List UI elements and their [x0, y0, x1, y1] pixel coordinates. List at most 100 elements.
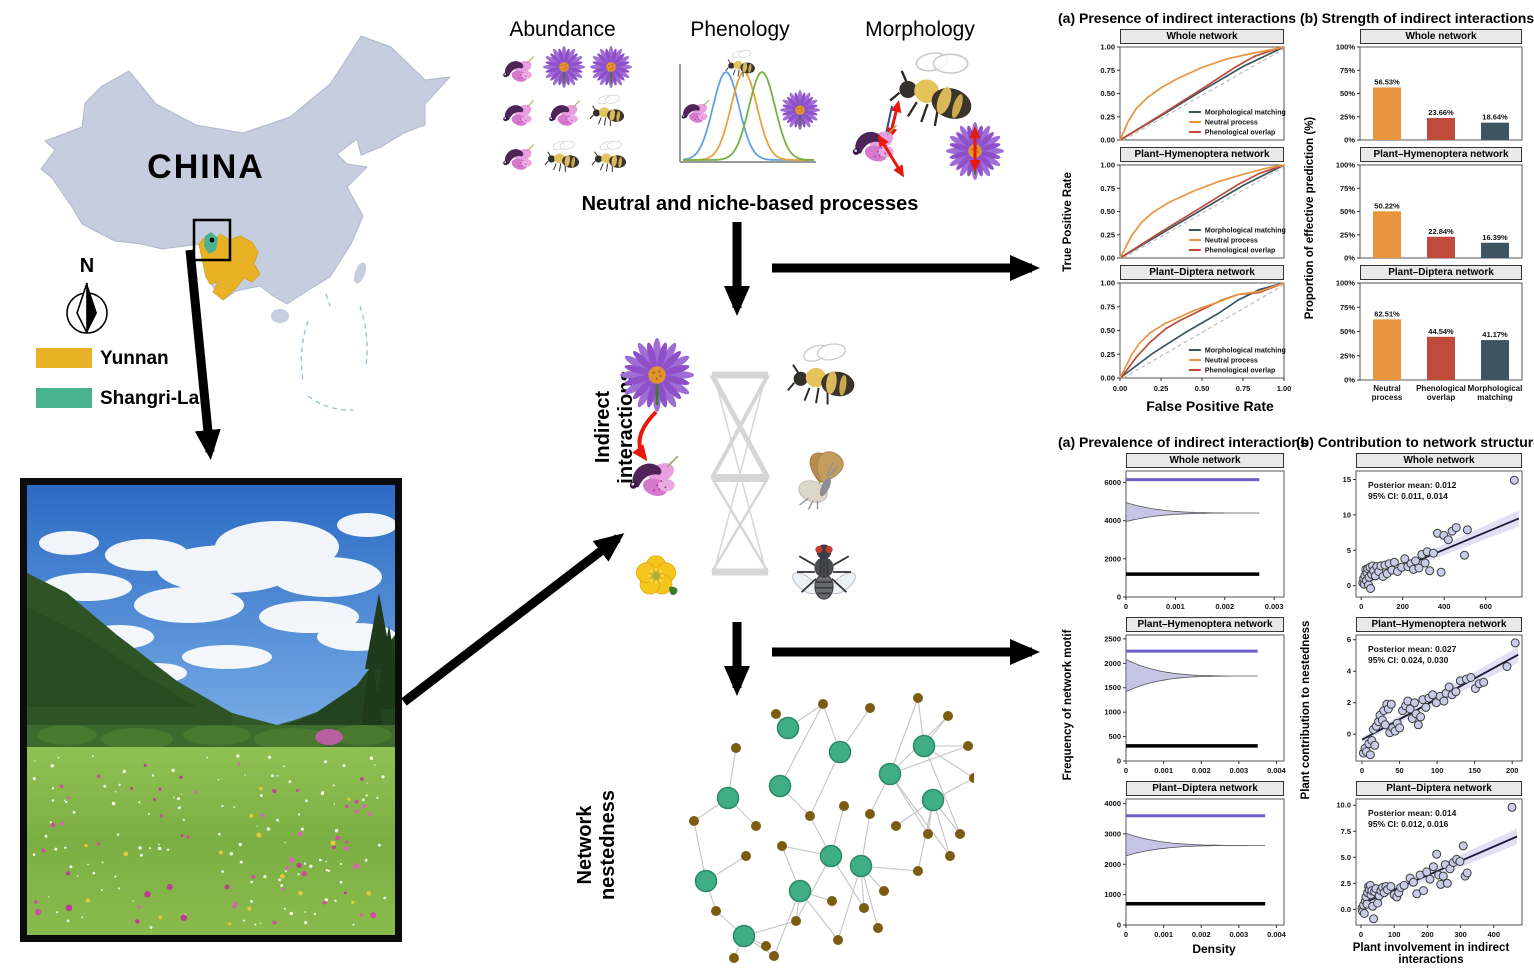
presence-panel-1: 0.00 0.25 0.50 0.75 1.00 Morphological matchi…: [1100, 44, 1285, 144]
svg-text:41.17%: 41.17%: [1482, 330, 1508, 339]
svg-text:0.00: 0.00: [1100, 254, 1115, 263]
svg-text:0: 0: [1117, 593, 1121, 602]
svg-text:0.003: 0.003: [1229, 766, 1248, 775]
chart-group-strength: (b) Strength of indirect interactions Pr…: [1300, 10, 1534, 406]
svg-text:10.0: 10.0: [1336, 801, 1351, 810]
svg-text:5: 5: [1347, 546, 1351, 555]
svg-text:0.002: 0.002: [1192, 930, 1211, 939]
svg-text:100: 100: [1431, 766, 1444, 775]
svg-text:0.50: 0.50: [1100, 326, 1115, 335]
abundance-label: Abundance: [509, 18, 616, 41]
svg-text:0.00: 0.00: [1100, 374, 1115, 383]
svg-text:0.75: 0.75: [1100, 184, 1115, 193]
svg-text:0: 0: [1347, 730, 1351, 739]
svg-text:Phenological: Phenological: [1416, 384, 1466, 393]
svg-text:0.002: 0.002: [1192, 766, 1211, 775]
hainan-island: [271, 309, 289, 323]
bee-icon: [588, 90, 630, 132]
nestedness-graph: [689, 693, 974, 963]
shangrila-marker: [209, 237, 215, 243]
svg-text:0.25: 0.25: [1100, 112, 1115, 121]
svg-text:100%: 100%: [1336, 162, 1356, 170]
subpanel-header: Whole network: [1356, 453, 1522, 468]
subpanel-header: Plant–Diptera network: [1360, 265, 1522, 280]
svg-text:1.00: 1.00: [1277, 384, 1292, 393]
svg-text:200: 200: [1506, 766, 1519, 775]
svg-text:200: 200: [1421, 930, 1434, 939]
processes-caption: Neutral and niche-based processes: [581, 193, 919, 215]
svg-text:Phenological overlap: Phenological overlap: [1205, 368, 1275, 375]
svg-text:22.84%: 22.84%: [1428, 227, 1454, 236]
buttercup-icon: [626, 544, 686, 604]
svg-text:process: process: [1372, 393, 1403, 402]
svg-text:N: N: [80, 255, 94, 277]
svg-text:100%: 100%: [1336, 44, 1356, 52]
svg-text:15: 15: [1343, 475, 1351, 484]
svg-text:75%: 75%: [1340, 184, 1355, 193]
svg-text:Morphological: Morphological: [1468, 384, 1523, 393]
x-axis-label: False Positive Rate: [1146, 398, 1274, 414]
subpanel-header: Plant–Diptera network: [1120, 265, 1284, 280]
svg-text:44.54%: 44.54%: [1428, 327, 1454, 336]
svg-text:56.53%: 56.53%: [1374, 77, 1400, 86]
svg-text:0.75: 0.75: [1100, 302, 1115, 311]
svg-text:Phenological overlap: Phenological overlap: [1205, 130, 1275, 137]
subpanel-header: Whole network: [1126, 453, 1284, 468]
chart-group-prevalence: (a) Prevalence of indirect interactions …: [1058, 434, 1308, 956]
chart-group-presence: (a) Presence of indirect interactions Tr…: [1058, 10, 1308, 414]
phenology-label: Phenology: [690, 18, 790, 41]
svg-text:62.51%: 62.51%: [1374, 309, 1400, 318]
yunnan-swatch: [36, 348, 92, 368]
svg-text:4000: 4000: [1104, 799, 1121, 808]
aster-icon: [543, 46, 585, 88]
presence-panel-2: 0.00 0.25 0.50 0.75 1.00 Morphological matchi…: [1100, 162, 1285, 263]
photo-clouds: [39, 513, 397, 683]
svg-text:Phenological overlap: Phenological overlap: [1205, 248, 1275, 255]
svg-text:5.0: 5.0: [1341, 853, 1351, 862]
svg-text:0: 0: [1124, 602, 1128, 611]
shangrila-region: [204, 232, 218, 254]
y-axis-label: Proportion of effective prediction (%): [1304, 116, 1316, 319]
svg-text:75%: 75%: [1340, 66, 1355, 75]
svg-text:0: 0: [1117, 757, 1121, 766]
prevalence-panel-1: 0 2000 4000 6000 0 0.001 0.002 0.003: [1104, 470, 1285, 611]
subpanel-header: Plant–Diptera network: [1356, 781, 1522, 796]
svg-text:0.001: 0.001: [1154, 930, 1173, 939]
taiwan-island: [353, 262, 367, 284]
svg-text:0.25: 0.25: [1154, 384, 1169, 393]
subpanel-header: Plant–Hymenoptera network: [1356, 617, 1522, 632]
svg-text:0%: 0%: [1344, 254, 1355, 263]
svg-text:200: 200: [1396, 602, 1409, 611]
svg-text:Posterior mean: 0.014: Posterior mean: 0.014: [1368, 808, 1457, 818]
svg-text:95% CI: 0.024, 0.030: 95% CI: 0.024, 0.030: [1368, 655, 1449, 665]
chart-title: (a) Presence of indirect interactions: [1058, 10, 1297, 26]
bee-icon: [885, 41, 984, 134]
y-axis-label: Plant contribution to nestedness: [1300, 620, 1312, 799]
svg-text:100%: 100%: [1336, 280, 1356, 288]
bee-icon: [590, 136, 632, 178]
svg-text:23.66%: 23.66%: [1428, 108, 1454, 117]
svg-text:4: 4: [1347, 667, 1352, 676]
svg-text:1.00: 1.00: [1100, 44, 1115, 52]
svg-text:Neutral: Neutral: [1373, 384, 1401, 393]
strength-panel-1: 0% 25% 50% 75% 100% 56.53% 23.66% 18.64%: [1336, 44, 1523, 144]
svg-text:95% CI: 0.011, 0.014: 95% CI: 0.011, 0.014: [1368, 491, 1448, 501]
svg-text:150: 150: [1468, 766, 1481, 775]
svg-text:0: 0: [1347, 581, 1351, 590]
svg-text:400: 400: [1438, 602, 1451, 611]
svg-text:2000: 2000: [1104, 554, 1121, 563]
svg-text:3000: 3000: [1104, 829, 1121, 838]
svg-text:0.0: 0.0: [1341, 905, 1351, 914]
bee-icon: [784, 334, 866, 416]
orchid-icon: [543, 94, 585, 136]
svg-text:Posterior mean: 0.012: Posterior mean: 0.012: [1368, 480, 1457, 490]
compass-icon: N: [66, 255, 108, 334]
arrow-photo-to-network: [401, 533, 625, 706]
morphology-panel: [852, 41, 1004, 180]
x-axis-label: Density: [1192, 942, 1236, 956]
subpanel-header: Whole network: [1360, 29, 1522, 44]
